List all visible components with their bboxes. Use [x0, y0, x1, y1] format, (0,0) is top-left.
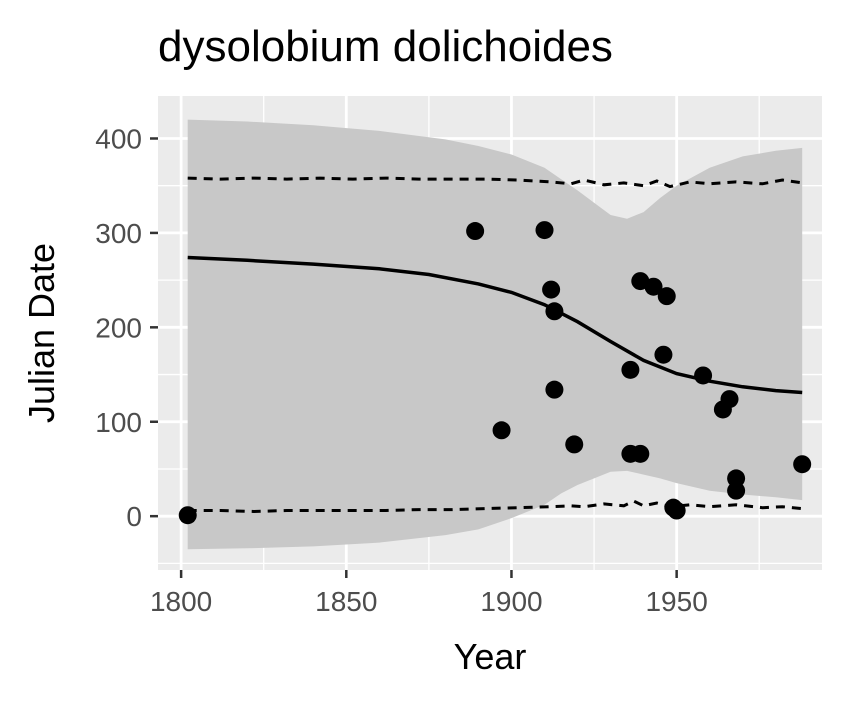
data-point [466, 222, 485, 241]
data-point [545, 380, 564, 399]
data-point [720, 390, 739, 409]
upper-bound-dashed-line [187, 176, 803, 189]
x-tick-label: 1800 [150, 586, 212, 617]
lower-bound-dashed-line [187, 499, 803, 514]
y-axis-title: Julian Date [21, 243, 62, 423]
data-points [178, 221, 812, 525]
data-point [542, 280, 561, 299]
data-point [644, 277, 663, 296]
confidence-ribbon [187, 119, 803, 550]
data-point [621, 360, 640, 379]
chart-title: dysolobium dolichoides [158, 22, 613, 71]
y-tick-label: 300 [95, 218, 142, 249]
data-point [657, 287, 676, 306]
data-point [178, 506, 197, 525]
data-point [545, 302, 564, 321]
x-axis: 1800 1850 1900 1950 [150, 570, 708, 617]
x-tick-label: 1900 [480, 586, 542, 617]
data-point [654, 345, 673, 364]
x-tick-label: 1850 [315, 586, 377, 617]
x-axis-title: Year [454, 636, 527, 677]
data-point [727, 481, 746, 500]
data-point [667, 501, 686, 520]
data-point [492, 421, 511, 440]
data-point [535, 221, 554, 240]
x-tick-label: 1950 [645, 586, 707, 617]
y-tick-label: 0 [126, 501, 142, 532]
data-point [631, 444, 650, 463]
data-point [565, 435, 584, 454]
data-point [694, 366, 713, 385]
y-tick-label: 200 [95, 312, 142, 343]
y-tick-label: 400 [95, 123, 142, 154]
y-tick-label: 100 [95, 407, 142, 438]
data-point [793, 455, 812, 474]
y-axis: 0 100 200 300 400 [95, 123, 158, 532]
